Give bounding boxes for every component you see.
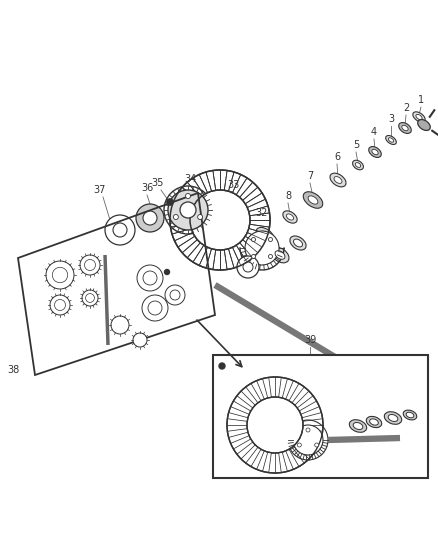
Circle shape (227, 377, 323, 473)
Ellipse shape (355, 163, 361, 167)
Ellipse shape (350, 419, 367, 432)
Text: 37: 37 (94, 185, 106, 195)
Ellipse shape (283, 211, 297, 223)
Circle shape (142, 295, 168, 321)
Ellipse shape (353, 423, 363, 430)
Circle shape (251, 238, 255, 241)
Text: 1: 1 (418, 95, 424, 105)
Text: 4: 4 (371, 127, 377, 137)
Bar (213, 355, 428, 478)
Circle shape (143, 271, 157, 285)
Circle shape (166, 198, 173, 206)
Circle shape (247, 397, 303, 453)
Ellipse shape (256, 228, 274, 243)
Ellipse shape (406, 412, 414, 418)
Circle shape (85, 294, 95, 302)
Circle shape (251, 254, 255, 259)
Circle shape (80, 255, 100, 275)
Circle shape (52, 268, 68, 282)
Ellipse shape (303, 192, 323, 208)
Text: 8: 8 (285, 191, 291, 201)
Circle shape (170, 170, 270, 270)
Ellipse shape (308, 196, 318, 204)
Ellipse shape (330, 173, 346, 187)
Circle shape (105, 215, 135, 245)
Text: 32: 32 (256, 208, 268, 218)
Ellipse shape (286, 214, 293, 220)
Ellipse shape (366, 416, 382, 427)
Ellipse shape (399, 123, 411, 133)
Circle shape (173, 214, 178, 220)
Circle shape (168, 190, 208, 230)
Circle shape (268, 254, 272, 259)
Ellipse shape (369, 147, 381, 157)
Circle shape (111, 316, 129, 334)
Ellipse shape (403, 410, 417, 420)
Circle shape (50, 295, 70, 315)
Circle shape (293, 425, 323, 455)
Text: 5: 5 (353, 140, 359, 150)
Circle shape (190, 190, 250, 250)
Circle shape (186, 193, 191, 198)
Circle shape (237, 256, 259, 278)
Circle shape (314, 443, 319, 447)
Ellipse shape (413, 112, 425, 122)
Ellipse shape (293, 239, 303, 247)
Text: 7: 7 (307, 171, 313, 181)
Text: 3: 3 (388, 114, 394, 124)
Circle shape (113, 223, 127, 237)
Ellipse shape (261, 231, 269, 239)
Ellipse shape (271, 247, 289, 263)
Circle shape (165, 285, 185, 305)
Circle shape (54, 300, 66, 311)
Text: 38: 38 (7, 365, 19, 375)
Circle shape (136, 204, 164, 232)
Ellipse shape (418, 119, 430, 131)
Ellipse shape (334, 176, 342, 183)
Ellipse shape (386, 135, 396, 144)
Ellipse shape (416, 115, 422, 119)
Ellipse shape (388, 415, 398, 422)
Text: 36: 36 (141, 183, 153, 193)
Circle shape (133, 333, 147, 347)
Text: 2: 2 (403, 103, 409, 113)
Circle shape (219, 363, 225, 369)
Ellipse shape (372, 149, 378, 155)
Ellipse shape (275, 251, 285, 259)
Circle shape (306, 428, 310, 432)
Circle shape (148, 301, 162, 315)
Circle shape (268, 238, 272, 241)
Ellipse shape (384, 411, 402, 424)
Circle shape (243, 262, 253, 272)
Circle shape (143, 211, 157, 225)
Text: 6: 6 (334, 152, 340, 162)
Circle shape (82, 290, 98, 306)
Circle shape (180, 202, 196, 218)
Text: 34: 34 (184, 174, 196, 184)
Circle shape (46, 261, 74, 289)
Ellipse shape (353, 160, 364, 169)
Text: 35: 35 (152, 178, 164, 188)
Ellipse shape (370, 419, 378, 425)
Ellipse shape (290, 236, 306, 250)
Circle shape (165, 270, 170, 274)
Ellipse shape (389, 138, 394, 142)
Circle shape (297, 443, 301, 447)
Circle shape (245, 231, 279, 265)
Circle shape (170, 290, 180, 300)
Circle shape (137, 265, 163, 291)
Circle shape (198, 214, 203, 220)
Ellipse shape (402, 125, 408, 131)
Text: 33: 33 (227, 180, 239, 190)
Text: 39: 39 (304, 335, 316, 345)
Circle shape (85, 260, 95, 271)
